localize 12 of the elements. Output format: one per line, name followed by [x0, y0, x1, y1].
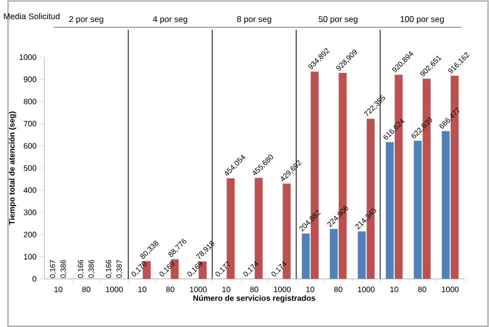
text: 2 por seg [69, 16, 104, 24]
bar [302, 233, 310, 279]
bar [358, 231, 366, 279]
text: Media Solicitud [4, 12, 60, 20]
text: 50 por seg [318, 16, 358, 24]
bar [442, 131, 450, 279]
bar [330, 228, 338, 279]
bar [414, 140, 422, 279]
text: 8 por seg [237, 16, 272, 24]
text: 4 por seg [152, 16, 188, 24]
text: 100 por seg [400, 16, 444, 24]
bar [386, 142, 394, 279]
